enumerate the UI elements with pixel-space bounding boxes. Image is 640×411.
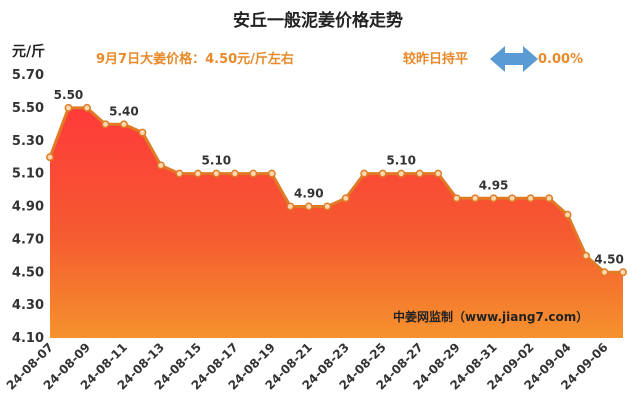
data-point bbox=[452, 194, 461, 203]
y-tick-label: 4.90 bbox=[12, 200, 44, 215]
data-point bbox=[193, 169, 202, 178]
data-point bbox=[489, 194, 498, 203]
data-point bbox=[397, 169, 406, 178]
y-tick-label: 4.10 bbox=[12, 331, 44, 346]
data-point bbox=[267, 169, 276, 178]
data-point bbox=[119, 120, 128, 129]
y-tick-label: 5.50 bbox=[12, 101, 44, 116]
data-label: 5.10 bbox=[386, 154, 416, 168]
double-arrow-icon bbox=[490, 46, 538, 72]
y-tick-label: 4.70 bbox=[12, 232, 44, 247]
y-tick-label: 5.70 bbox=[12, 68, 44, 83]
data-label: 5.50 bbox=[54, 88, 84, 102]
data-point bbox=[415, 169, 424, 178]
data-label: 5.10 bbox=[202, 154, 232, 168]
data-point bbox=[101, 120, 110, 129]
data-point bbox=[434, 169, 443, 178]
data-point bbox=[46, 153, 54, 162]
price-note: 9月7日大姜价格：4.50元/斤左右 bbox=[96, 51, 294, 67]
data-point bbox=[341, 194, 350, 203]
plot-area bbox=[46, 103, 627, 338]
data-point bbox=[471, 194, 480, 203]
data-point bbox=[230, 169, 239, 178]
data-label: 4.95 bbox=[479, 178, 509, 192]
data-point bbox=[323, 202, 332, 211]
data-point bbox=[508, 194, 517, 203]
data-point bbox=[286, 202, 295, 211]
data-point bbox=[83, 103, 91, 112]
y-tick-label: 4.50 bbox=[12, 265, 44, 280]
data-labels: 5.50 5.40 5.10 4.90 5.10 4.95 4.50 bbox=[54, 88, 624, 266]
area-fill bbox=[50, 107, 623, 338]
unit-label: 元/斤 bbox=[12, 43, 45, 60]
y-axis: 4.10 4.30 4.50 4.70 4.90 5.10 5.30 5.50 5.70 bbox=[12, 68, 44, 346]
watermark: 中姜网监制（www.jiang7.com） bbox=[393, 309, 588, 324]
data-point bbox=[138, 128, 147, 137]
y-tick-label: 5.10 bbox=[12, 167, 44, 182]
data-point bbox=[545, 194, 554, 203]
data-label: 4.50 bbox=[594, 252, 624, 266]
x-axis: 24-08-0724-08-0924-08-1124-08-1324-08-15… bbox=[4, 340, 611, 392]
data-point bbox=[249, 169, 258, 178]
chart-title: 安丘一般泥姜价格走势 bbox=[233, 10, 403, 31]
data-point bbox=[619, 268, 627, 277]
data-point bbox=[600, 268, 609, 277]
data-point bbox=[563, 210, 572, 219]
data-point bbox=[212, 169, 221, 178]
y-tick-label: 5.30 bbox=[12, 134, 44, 149]
data-point bbox=[64, 103, 73, 112]
data-label: 4.90 bbox=[294, 187, 324, 201]
data-point bbox=[526, 194, 535, 203]
data-point bbox=[175, 169, 184, 178]
data-point bbox=[378, 169, 387, 178]
y-tick-label: 4.30 bbox=[12, 298, 44, 313]
data-point bbox=[360, 169, 369, 178]
data-point bbox=[304, 202, 313, 211]
change-value: 0.00% bbox=[538, 52, 583, 67]
change-note: 较昨日持平 bbox=[403, 51, 468, 67]
data-point bbox=[156, 161, 165, 170]
data-label: 5.40 bbox=[109, 104, 139, 118]
data-point bbox=[582, 251, 590, 260]
